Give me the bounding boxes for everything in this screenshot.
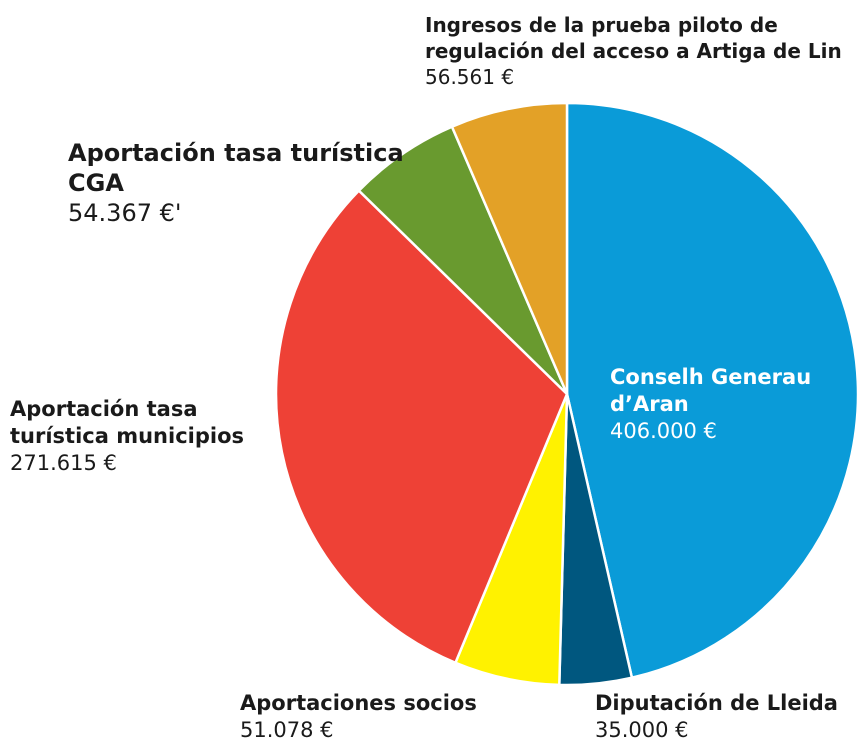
pie-slice — [274, 188, 569, 665]
slice-label: Conselh Generau d’Aran 406.000 € — [610, 364, 840, 445]
category-label: Aportación tasa turística municipios — [10, 397, 244, 448]
category-label: Aportación tasa turística CGA — [68, 139, 404, 197]
value-label: 271.615 € — [10, 451, 117, 475]
value-label: 406.000 € — [610, 419, 717, 443]
category-label: Aportaciones socios — [240, 691, 477, 715]
category-label: Diputación de Lleida — [595, 691, 838, 715]
value-label: 54.367 €' — [68, 199, 182, 227]
pie-slice — [565, 101, 858, 680]
slice-label: Diputación de Lleida 35.000 € — [595, 690, 855, 744]
slice-label: Aportación tasa turística municipios 271.… — [10, 396, 270, 477]
value-label: 51.078 € — [240, 718, 334, 742]
slice-label: Ingresos de la prueba piloto de regulaci… — [425, 12, 857, 90]
category-label: Conselh Generau d’Aran — [610, 365, 812, 416]
value-label: 35.000 € — [595, 718, 689, 742]
slice-label: Aportación tasa turística CGA 54.367 €' — [68, 138, 408, 228]
category-label: Ingresos de la prueba piloto de regulaci… — [425, 13, 842, 63]
pie-slice — [450, 101, 569, 395]
value-label: 56.561 € — [425, 65, 515, 89]
slice-label: Aportaciones socios 51.078 € — [240, 690, 500, 744]
